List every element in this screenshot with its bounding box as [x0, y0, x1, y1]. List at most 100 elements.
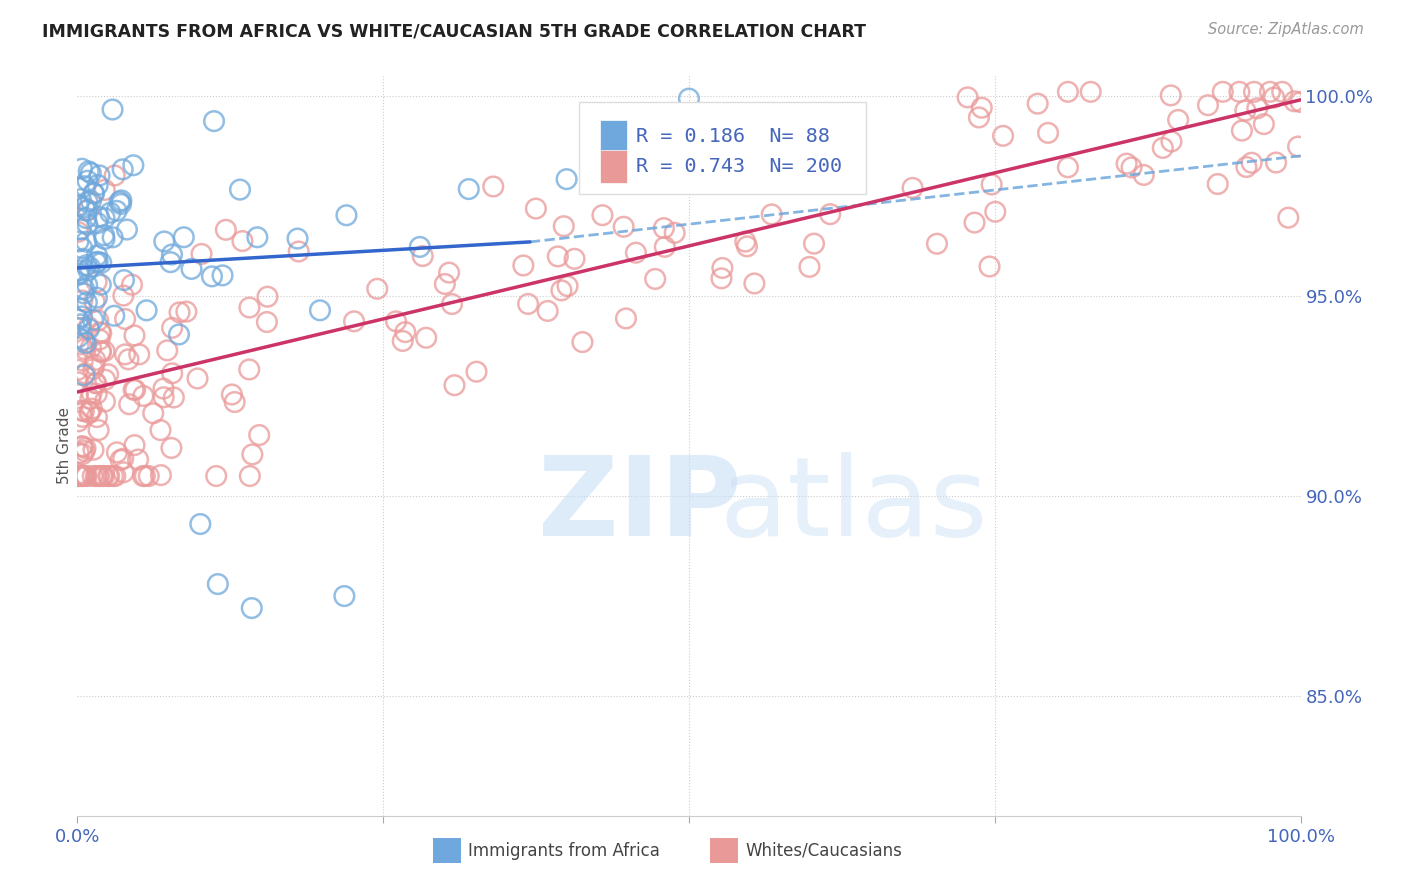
Point	[69, 321, 91, 335]
Point	[550, 284, 572, 298]
Point	[79, 392, 101, 406]
Point	[256, 315, 278, 329]
Point	[135, 303, 157, 318]
Point	[86, 410, 108, 425]
Point	[101, 230, 124, 244]
Point	[66, 225, 89, 239]
Point	[482, 179, 505, 194]
Point	[104, 469, 127, 483]
Point	[173, 230, 195, 244]
Point	[1234, 160, 1257, 174]
Point	[1115, 156, 1137, 170]
Point	[238, 362, 260, 376]
Point	[215, 223, 238, 237]
Y-axis label: 5th Grade: 5th Grade	[56, 408, 72, 484]
Point	[73, 333, 96, 347]
Point	[156, 343, 179, 358]
Point	[67, 330, 90, 344]
Point	[70, 310, 93, 324]
Point	[89, 325, 111, 339]
Point	[86, 216, 108, 230]
Point	[77, 322, 100, 336]
Point	[128, 347, 150, 361]
Point	[1160, 135, 1182, 149]
Point	[93, 183, 115, 197]
Point	[169, 305, 191, 319]
Point	[98, 206, 121, 220]
Point	[711, 260, 734, 275]
Point	[105, 203, 128, 218]
Point	[90, 345, 112, 359]
Point	[240, 601, 263, 615]
Point	[664, 226, 686, 240]
Point	[142, 406, 165, 420]
Point	[75, 235, 97, 249]
Point	[72, 447, 94, 461]
Point	[159, 255, 181, 269]
Point	[991, 128, 1014, 143]
Point	[624, 245, 647, 260]
Point	[385, 314, 408, 328]
Point	[87, 469, 110, 483]
Point	[72, 353, 94, 368]
Point	[238, 301, 260, 315]
Point	[412, 249, 434, 263]
Point	[644, 272, 666, 286]
Point	[77, 164, 100, 178]
Point	[1271, 85, 1294, 99]
Point	[76, 217, 98, 231]
Point	[66, 199, 89, 213]
Point	[82, 442, 104, 457]
Point	[115, 222, 138, 236]
Point	[69, 469, 91, 483]
Point	[524, 202, 547, 216]
Point	[1243, 85, 1265, 99]
Point	[77, 320, 100, 334]
Point	[176, 304, 198, 318]
Point	[437, 266, 460, 280]
Point	[67, 414, 90, 428]
Point	[818, 207, 841, 221]
Point	[93, 344, 115, 359]
Point	[963, 216, 986, 230]
Point	[167, 327, 190, 342]
Point	[124, 383, 146, 397]
Text: Immigrants from Africa: Immigrants from Africa	[468, 842, 659, 860]
Point	[82, 362, 104, 376]
Point	[84, 469, 107, 483]
Point	[87, 254, 110, 268]
Point	[82, 469, 104, 483]
Point	[1160, 88, 1182, 103]
Point	[80, 341, 103, 355]
Point	[160, 321, 183, 335]
Point	[335, 208, 357, 222]
Point	[1263, 90, 1285, 104]
Point	[1057, 161, 1080, 175]
Point	[70, 318, 93, 332]
Point	[744, 277, 766, 291]
Point	[536, 304, 558, 318]
Point	[1132, 168, 1154, 182]
Point	[1246, 101, 1268, 115]
Point	[72, 409, 94, 424]
Point	[1212, 85, 1234, 99]
Point	[152, 382, 174, 396]
Point	[67, 469, 90, 483]
Point	[93, 232, 115, 246]
Point	[1036, 126, 1059, 140]
Point	[1152, 141, 1174, 155]
Point	[89, 169, 111, 183]
Point	[112, 465, 135, 479]
Point	[287, 244, 309, 259]
Point	[67, 337, 90, 351]
Point	[591, 208, 613, 222]
Point	[87, 210, 110, 224]
Point	[970, 101, 993, 115]
Point	[122, 158, 145, 172]
Point	[1277, 211, 1299, 225]
Point	[160, 441, 183, 455]
Point	[1284, 95, 1306, 109]
Point	[979, 260, 1001, 274]
Point	[394, 325, 416, 339]
Point	[343, 314, 366, 328]
